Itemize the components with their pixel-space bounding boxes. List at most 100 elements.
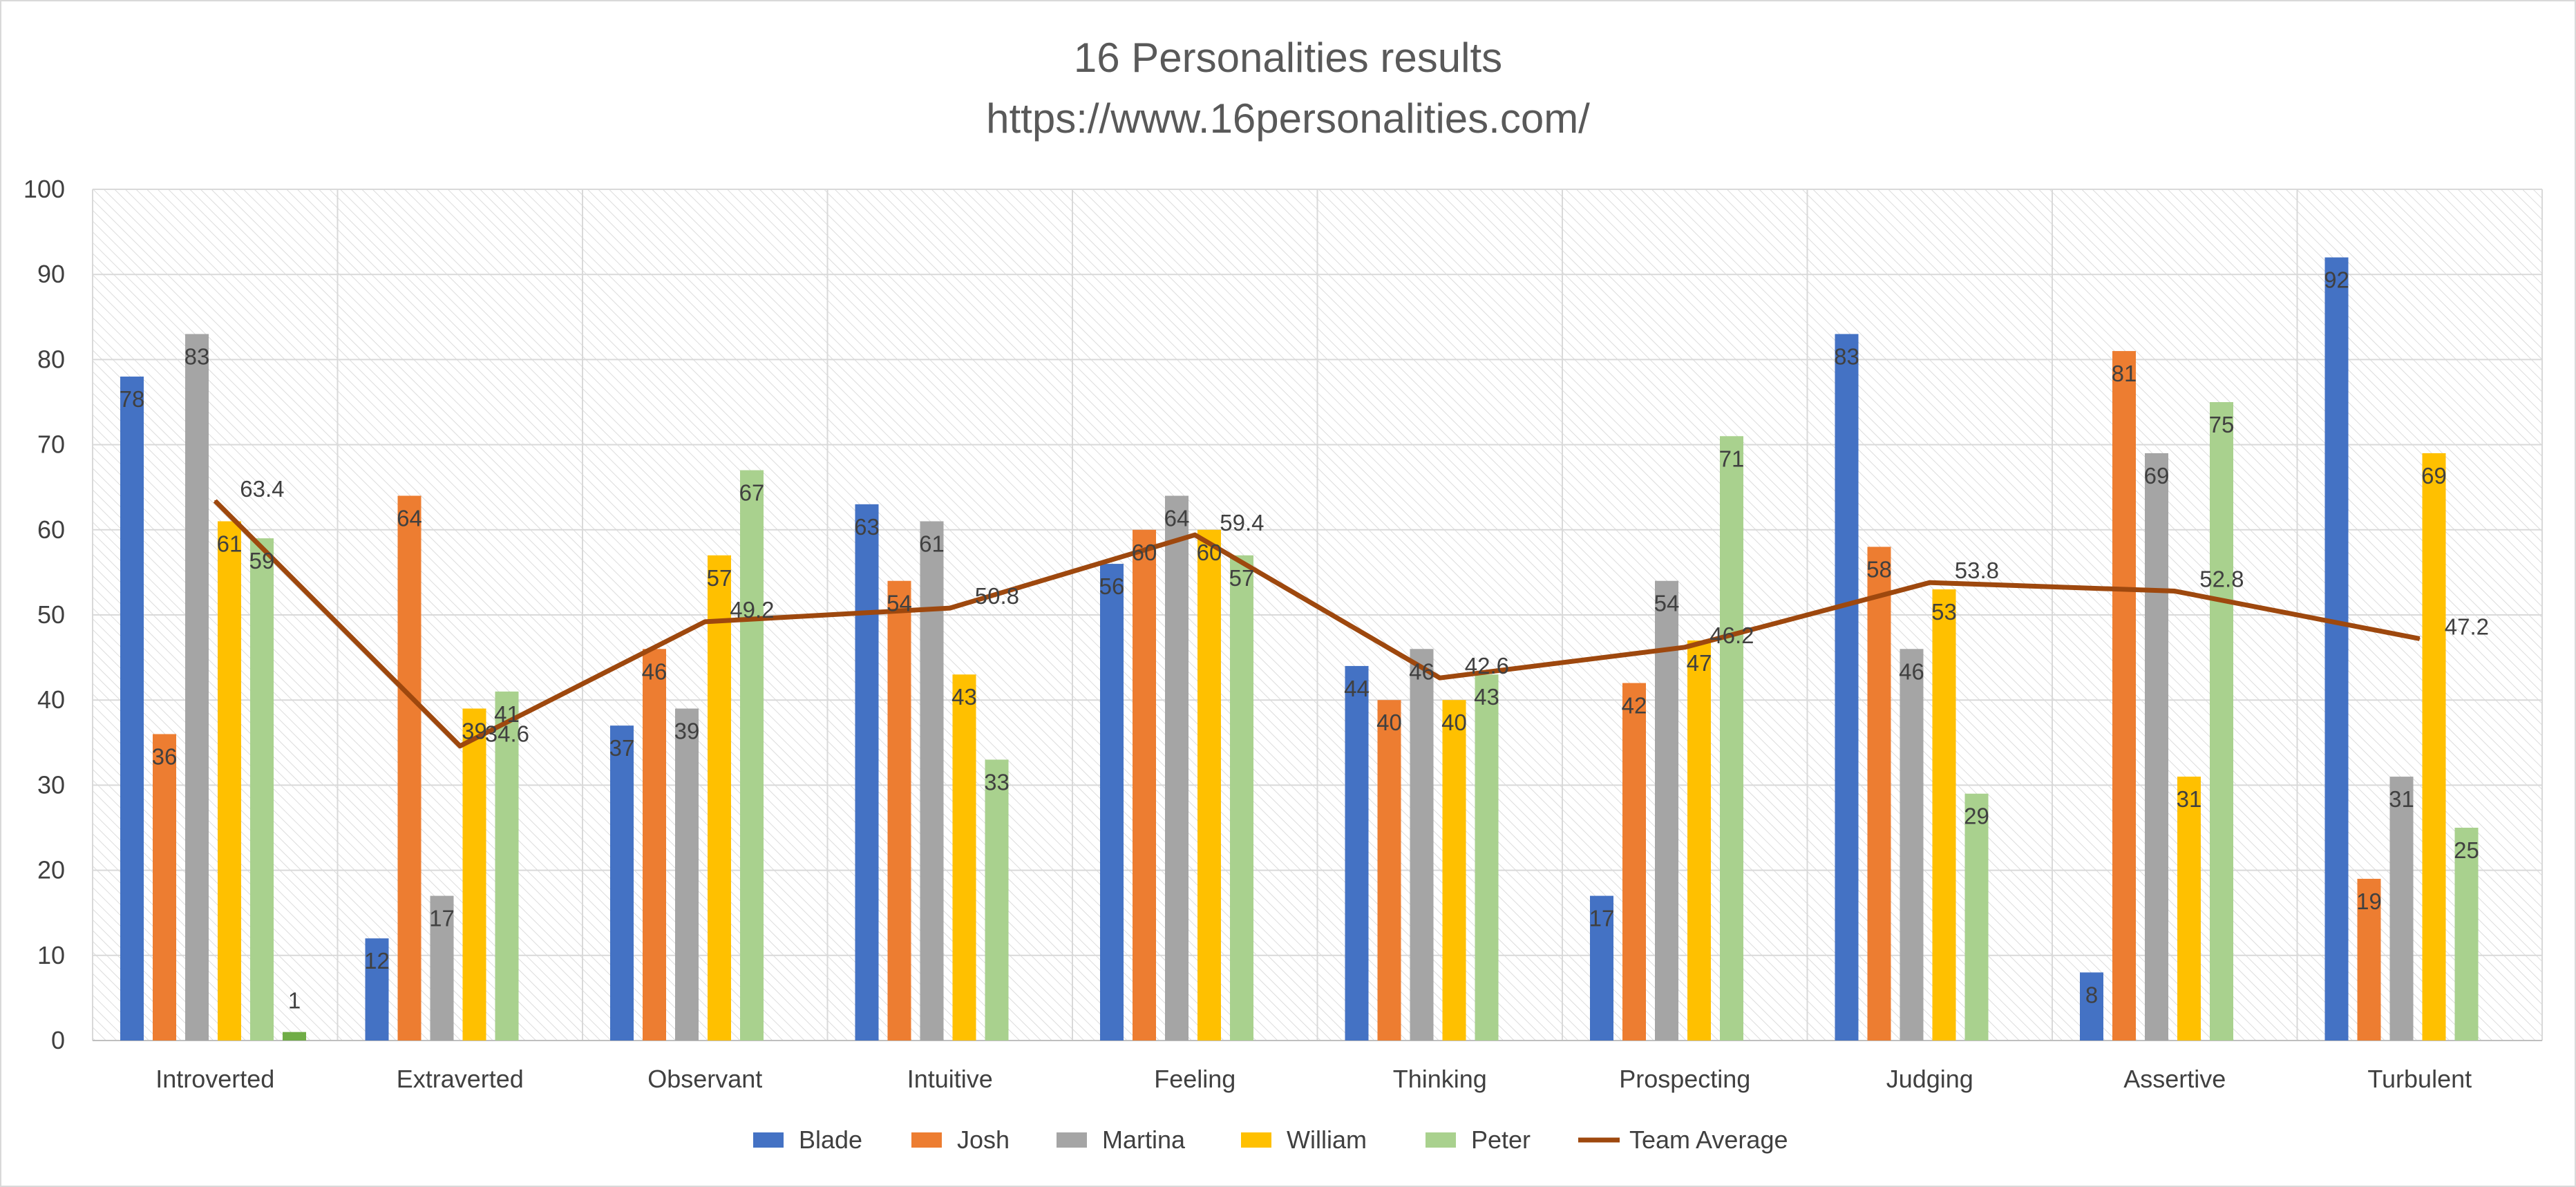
bar-peter-feeling bbox=[1230, 555, 1253, 1041]
line-point-team-average-prospecting bbox=[1684, 646, 1686, 648]
data-label-team-average-judging: 53.8 bbox=[1955, 558, 1999, 583]
line-point-team-average-judging bbox=[1929, 582, 1931, 584]
data-label-martina-assertive: 69 bbox=[2144, 463, 2170, 488]
data-label-william-prospecting: 47 bbox=[1687, 650, 1712, 676]
data-label-josh-prospecting: 42 bbox=[1622, 693, 1647, 719]
data-label-william-intuitive: 43 bbox=[951, 684, 977, 710]
data-label-blade-thinking: 44 bbox=[1344, 676, 1370, 701]
legend-swatch-martina bbox=[1057, 1132, 1087, 1148]
bar-william-turbulent bbox=[2422, 453, 2446, 1041]
data-label-peter-turbulent: 25 bbox=[2454, 837, 2479, 863]
data-label-team-average-prospecting: 46.2 bbox=[1710, 623, 1754, 648]
bar-josh-observant bbox=[643, 649, 666, 1041]
legend-label-blade: Blade bbox=[799, 1126, 862, 1154]
bar-peter-intuitive bbox=[985, 759, 1009, 1041]
x-tick-label-judging: Judging bbox=[1886, 1065, 1973, 1093]
bar-peter-thinking bbox=[1475, 674, 1499, 1041]
bar-josh-thinking bbox=[1377, 700, 1401, 1041]
y-tick-label: 80 bbox=[37, 345, 65, 373]
x-tick-label-observant: Observant bbox=[647, 1065, 762, 1093]
bar-peter-judging bbox=[1964, 793, 1989, 1041]
y-tick-label: 10 bbox=[37, 941, 65, 969]
y-axis: 0 10 20 30 40 50 60 70 80 90 100 bbox=[23, 175, 65, 1054]
bar-extra-introverted bbox=[283, 1032, 306, 1041]
data-label-martina-judging: 46 bbox=[1899, 658, 1924, 684]
bar-josh-feeling bbox=[1133, 529, 1156, 1041]
legend-item-team-average: Team Average bbox=[1578, 1126, 1788, 1154]
bar-blade-extraverted bbox=[365, 938, 389, 1041]
legend-label-team-average: Team Average bbox=[1629, 1126, 1788, 1154]
bar-blade-introverted bbox=[120, 377, 144, 1041]
data-label-william-turbulent: 69 bbox=[2421, 463, 2447, 488]
data-label-william-thinking: 40 bbox=[1441, 710, 1467, 735]
data-label-josh-thinking: 40 bbox=[1376, 710, 1402, 735]
data-label-josh-intuitive: 54 bbox=[887, 591, 912, 616]
bar-william-extraverted bbox=[462, 708, 486, 1041]
x-axis: Introverted Extraverted Observant Intuitive… bbox=[155, 1065, 2472, 1093]
bar-peter-observant bbox=[740, 470, 764, 1041]
x-tick-label-prospecting: Prospecting bbox=[1619, 1065, 1750, 1093]
bar-peter-assertive bbox=[2210, 402, 2233, 1041]
data-label-team-average-observant: 49.2 bbox=[730, 597, 774, 623]
bar-william-feeling bbox=[1197, 529, 1221, 1041]
data-label-team-average-assertive: 52.8 bbox=[2199, 567, 2244, 592]
legend-item-blade: Blade bbox=[753, 1126, 862, 1154]
line-point-team-average-assertive bbox=[2174, 590, 2176, 592]
bar-martina-prospecting bbox=[1655, 580, 1678, 1041]
legend-label-josh: Josh bbox=[957, 1126, 1010, 1154]
bar-josh-prospecting bbox=[1622, 683, 1646, 1041]
bar-martina-judging bbox=[1900, 649, 1924, 1041]
data-label-martina-thinking: 46 bbox=[1409, 658, 1434, 684]
data-label-martina-turbulent: 31 bbox=[2389, 786, 2414, 812]
bars bbox=[120, 257, 2479, 1041]
bar-william-thinking bbox=[1442, 700, 1466, 1041]
data-label-martina-introverted: 83 bbox=[184, 343, 210, 369]
data-label-peter-thinking: 43 bbox=[1474, 684, 1499, 710]
data-label-josh-extraverted: 64 bbox=[397, 506, 422, 531]
y-tick-label: 40 bbox=[37, 685, 65, 714]
y-tick-label: 30 bbox=[37, 770, 65, 799]
data-label-william-observant: 57 bbox=[707, 565, 732, 591]
legend-item-josh: Josh bbox=[911, 1126, 1010, 1154]
data-label-team-average-feeling: 59.4 bbox=[1220, 510, 1264, 535]
bar-martina-assertive bbox=[2145, 453, 2168, 1041]
data-label-josh-turbulent: 19 bbox=[2356, 889, 2382, 914]
data-label-team-average-turbulent: 47.2 bbox=[2445, 614, 2489, 639]
bar-josh-turbulent bbox=[2357, 878, 2381, 1041]
x-tick-label-thinking: Thinking bbox=[1393, 1065, 1487, 1093]
legend-swatch-blade bbox=[753, 1132, 784, 1148]
data-label-william-assertive: 31 bbox=[2177, 786, 2202, 812]
line-point-team-average-observant bbox=[704, 620, 706, 623]
legend-swatch-william bbox=[1241, 1132, 1271, 1148]
bar-william-prospecting bbox=[1687, 640, 1711, 1041]
bar-blade-turbulent bbox=[2324, 257, 2349, 1041]
legend-item-peter: Peter bbox=[1426, 1126, 1531, 1154]
legend-label-martina: Martina bbox=[1102, 1126, 1186, 1154]
data-label-william-judging: 53 bbox=[1931, 599, 1957, 625]
bar-martina-feeling bbox=[1165, 495, 1188, 1041]
bar-blade-intuitive bbox=[855, 504, 879, 1041]
data-label-team-average-extraverted: 34.6 bbox=[485, 721, 529, 747]
data-label-blade-introverted: 78 bbox=[120, 386, 145, 412]
data-label-josh-observant: 46 bbox=[642, 658, 667, 684]
data-label-william-extraverted: 39 bbox=[462, 719, 487, 744]
data-label-team-average-intuitive: 50.8 bbox=[975, 583, 1019, 609]
bar-william-introverted bbox=[218, 521, 241, 1041]
data-label-william-feeling: 60 bbox=[1197, 540, 1222, 565]
bar-martina-extraverted bbox=[430, 895, 454, 1041]
bar-peter-introverted bbox=[250, 538, 274, 1041]
data-label-team-average-thinking: 42.6 bbox=[1465, 653, 1509, 678]
bar-william-observant bbox=[708, 555, 731, 1041]
bar-blade-assertive bbox=[2080, 972, 2103, 1041]
data-label-peter-intuitive: 33 bbox=[984, 769, 1010, 795]
bar-martina-introverted bbox=[185, 334, 209, 1041]
data-label-peter-assertive: 75 bbox=[2209, 412, 2235, 437]
line-point-team-average-intuitive bbox=[949, 607, 951, 609]
data-label-peter-judging: 29 bbox=[1964, 804, 1989, 829]
bar-peter-turbulent bbox=[2454, 828, 2479, 1041]
x-tick-label-introverted: Introverted bbox=[155, 1065, 274, 1093]
bar-peter-prospecting bbox=[1720, 436, 1743, 1041]
data-label-martina-observant: 39 bbox=[674, 719, 700, 744]
legend: Blade Josh Martina William Peter Team Average bbox=[753, 1126, 1788, 1154]
